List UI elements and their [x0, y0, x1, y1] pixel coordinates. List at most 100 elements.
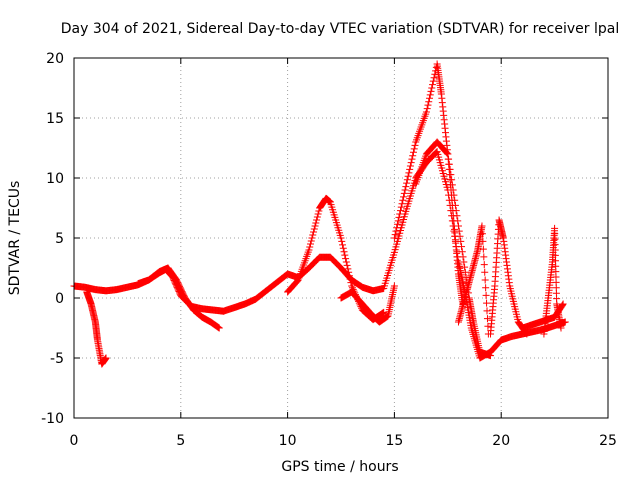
data-point: [427, 87, 435, 95]
x-tick-label: 0: [70, 433, 79, 449]
data-point: [310, 228, 318, 236]
series-main: [70, 148, 569, 362]
data-point: [347, 279, 355, 287]
data-point: [481, 276, 489, 284]
data-point: [342, 255, 350, 263]
data-point: [425, 98, 433, 106]
data-point: [559, 300, 567, 308]
y-tick-label: -10: [41, 411, 64, 427]
data-point: [457, 237, 465, 245]
data-point: [480, 253, 488, 261]
data-point: [449, 186, 457, 194]
series-hump-11.8: [284, 194, 388, 324]
data-point: [390, 282, 398, 290]
data-point: [406, 165, 414, 173]
y-tick-label: 20: [46, 51, 64, 67]
data-point: [390, 234, 398, 242]
data-point: [430, 74, 438, 82]
data-point: [379, 309, 387, 317]
data-point: [340, 248, 348, 256]
data-point: [294, 277, 302, 285]
data-point: [452, 207, 460, 215]
data-point: [410, 145, 418, 153]
x-axis-label: GPS time / hours: [281, 459, 398, 475]
data-point: [454, 217, 462, 225]
data-point: [447, 171, 455, 179]
data-point: [443, 149, 451, 157]
data-point: [458, 248, 466, 256]
data-point: [396, 210, 404, 218]
data-point: [461, 263, 469, 271]
data-point: [455, 227, 463, 235]
data-point: [404, 172, 412, 180]
data-point: [408, 155, 416, 163]
data-point: [451, 196, 459, 204]
data-point: [393, 220, 401, 228]
data-point: [559, 301, 567, 309]
data-point: [338, 237, 346, 245]
series-branch-4: [134, 264, 223, 332]
series-branch-a: [412, 138, 495, 360]
data-point: [397, 207, 405, 215]
data-point: [451, 201, 459, 209]
data-point: [483, 307, 491, 315]
data-point: [405, 169, 413, 177]
data-point: [482, 291, 490, 299]
data-point: [444, 150, 452, 158]
series-late: [519, 300, 567, 332]
y-tick-label: 10: [46, 171, 64, 187]
data-point: [308, 234, 316, 242]
data-point: [456, 232, 464, 240]
data-point: [309, 231, 317, 239]
data-point: [393, 224, 401, 232]
data-point: [348, 282, 356, 290]
data-point: [423, 105, 431, 113]
data-point: [426, 91, 434, 99]
data-point: [411, 141, 419, 149]
data-point: [402, 183, 410, 191]
data-point: [306, 243, 314, 251]
data-point: [311, 222, 319, 230]
data-point: [310, 225, 318, 233]
y-tick-label: 5: [55, 231, 64, 247]
grid: [74, 58, 608, 418]
data-point: [409, 152, 417, 160]
data-point: [483, 315, 491, 323]
x-tick-label: 10: [279, 433, 297, 449]
data-point: [479, 245, 487, 253]
data-point: [400, 189, 408, 197]
data-point: [482, 284, 490, 292]
x-tick-label: 5: [176, 433, 185, 449]
data-point: [424, 101, 432, 109]
axis-ticks: 0 5 10 15 20 25 -10 -5 0 5 10 15 20: [41, 51, 617, 449]
data-point: [487, 352, 495, 360]
data-point: [403, 176, 411, 184]
data-point: [400, 193, 408, 201]
data-point: [395, 213, 403, 221]
data-point: [403, 179, 411, 187]
data-point: [342, 258, 350, 266]
data-points: [70, 60, 569, 368]
series-spike-0.9: [83, 288, 110, 368]
data-point: [313, 216, 321, 224]
data-point: [215, 324, 223, 332]
data-point: [394, 217, 402, 225]
data-point: [345, 272, 353, 280]
data-point: [339, 244, 347, 252]
data-point: [407, 159, 415, 167]
data-point: [313, 213, 321, 221]
data-point: [461, 268, 469, 276]
data-point: [454, 222, 462, 230]
data-point: [483, 299, 491, 307]
data-point: [425, 94, 433, 102]
data-point: [478, 222, 486, 230]
data-point: [399, 196, 407, 204]
data-point: [479, 237, 487, 245]
data-point: [306, 240, 314, 248]
data-point: [102, 354, 110, 362]
data-point: [171, 274, 179, 282]
data-point: [460, 258, 468, 266]
data-point: [448, 181, 456, 189]
data-point: [561, 318, 569, 326]
data-point: [305, 246, 313, 254]
